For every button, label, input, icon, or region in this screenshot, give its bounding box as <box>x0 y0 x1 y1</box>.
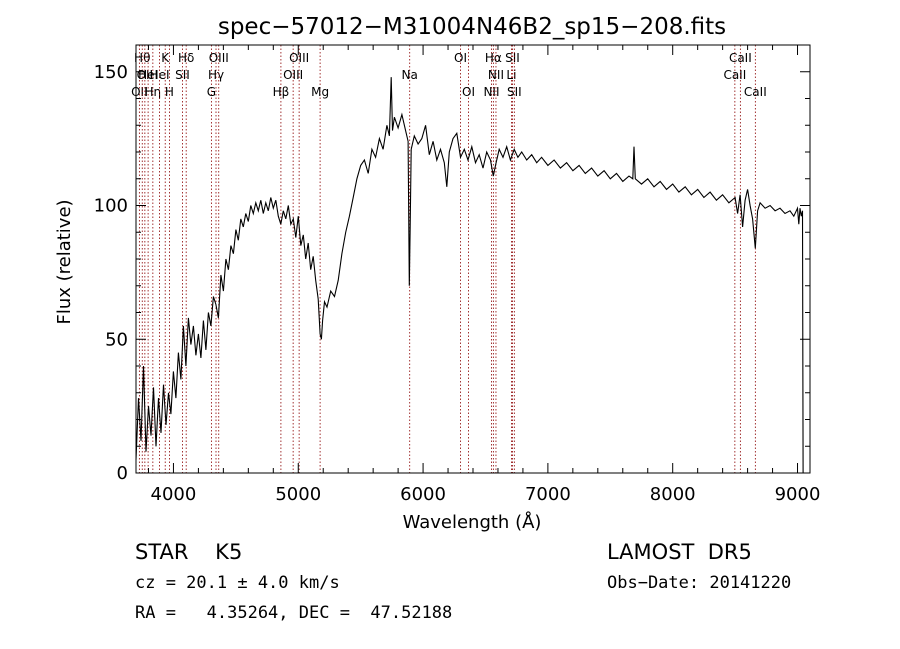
x-tick-label: 9000 <box>775 484 821 505</box>
line-marker-label: Mg <box>311 85 329 99</box>
line-marker-label: HeI <box>150 68 170 82</box>
y-tick-label: 0 <box>117 463 128 484</box>
x-tick-label: 4000 <box>151 484 197 505</box>
x-tick-label: 6000 <box>400 484 446 505</box>
x-axis-label: Wavelength (Å) <box>403 511 542 533</box>
line-marker-label: NII <box>483 85 499 99</box>
line-marker-label: SII <box>505 51 520 65</box>
coords-label: RA = 4.35264, DEC = 47.52188 <box>135 603 453 623</box>
line-marker-label: G <box>207 85 216 99</box>
line-marker-label: Hα <box>485 51 502 65</box>
plot-frame <box>135 44 811 474</box>
redshift-label: cz = 20.1 ± 4.0 km/s <box>135 573 340 593</box>
line-marker-label: OIII <box>289 51 309 65</box>
x-axis: 4000 5000 6000 7000 8000 9000 <box>147 45 821 505</box>
y-tick-label: 50 <box>105 329 128 350</box>
y-tick-label: 150 <box>94 62 128 83</box>
line-marker-label: H <box>165 85 174 99</box>
line-marker-label: CaII <box>729 51 752 65</box>
line-marker-label: K <box>161 51 170 65</box>
y-axis: 0 50 100 150 <box>94 44 810 484</box>
line-marker-label: OII <box>131 85 148 99</box>
y-tick-label: 100 <box>94 196 128 217</box>
line-marker-label: Li <box>506 68 516 82</box>
y-axis-label: Flux (relative) <box>54 199 75 324</box>
line-marker-label: NII <box>488 68 504 82</box>
line-marker-label: Hθ <box>134 51 150 65</box>
line-marker-label: OIII <box>209 51 229 65</box>
line-marker-label: OI <box>454 51 467 65</box>
line-marker-label: CaII <box>723 68 746 82</box>
line-marker-label: SII <box>507 85 522 99</box>
obs-date-label: Obs−Date: 20141220 <box>607 573 792 593</box>
x-tick-label: 5000 <box>275 484 321 505</box>
line-marker-label: OI <box>462 85 475 99</box>
line-marker-label: OIII <box>283 68 303 82</box>
class-label: STAR K5 <box>135 540 243 564</box>
survey-label: LAMOST DR5 <box>607 540 752 564</box>
line-marker-label: SII <box>175 68 190 82</box>
line-marker-label: Hγ <box>208 68 224 82</box>
line-marker-label: Hβ <box>273 85 290 99</box>
chart-title: spec−57012−M31004N46B2_sp15−208.fits <box>218 14 726 40</box>
x-tick-label: 8000 <box>650 484 696 505</box>
x-tick-label: 7000 <box>525 484 571 505</box>
line-marker-label: CaII <box>744 85 767 99</box>
spectrum-series <box>135 77 804 474</box>
line-marker-label: Na <box>402 68 418 82</box>
line-marker-label: Hδ <box>178 51 194 65</box>
line-marker-label: Hη <box>145 85 162 99</box>
